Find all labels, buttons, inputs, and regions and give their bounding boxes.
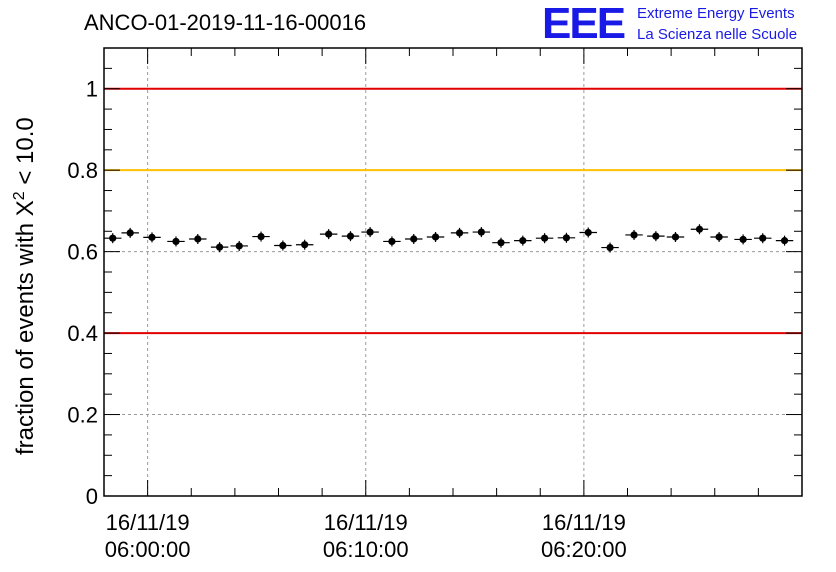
- data-point: [405, 234, 423, 245]
- reference-lines: [104, 87, 802, 335]
- data-point-marker: [630, 231, 638, 239]
- axes: 00.20.40.60.8116/11/1906:00:0016/11/1906…: [67, 47, 803, 562]
- data-point: [383, 236, 401, 247]
- y-tick-label: 0.4: [67, 321, 98, 346]
- data-point-marker: [431, 233, 440, 241]
- data-point: [775, 235, 794, 246]
- data-point-marker: [325, 230, 333, 238]
- data-point: [252, 231, 270, 242]
- data-point-marker: [780, 237, 789, 245]
- data-point: [754, 233, 772, 244]
- logo-line2: La Scienza nelle Scuole: [637, 26, 797, 43]
- data-point-marker: [497, 239, 505, 247]
- data-point-marker: [172, 237, 180, 246]
- data-point-marker: [652, 232, 660, 240]
- data-point: [601, 242, 619, 253]
- data-point: [167, 236, 185, 247]
- y-tick-label: 0: [86, 484, 98, 509]
- data-point-marker: [388, 237, 396, 246]
- data-point-marker: [410, 235, 418, 243]
- data-point-marker: [346, 232, 355, 240]
- data-point: [143, 232, 161, 243]
- data-point: [710, 231, 728, 242]
- data-point: [189, 234, 207, 245]
- data-point-marker: [194, 235, 202, 243]
- data-point: [121, 227, 139, 238]
- data-point-marker: [455, 229, 464, 237]
- data-point: [625, 229, 643, 240]
- data-point: [426, 231, 445, 242]
- data-point-marker: [301, 241, 309, 249]
- data-point: [535, 233, 554, 244]
- data-point-marker: [477, 228, 485, 236]
- y-tick-label: 0.6: [67, 240, 98, 265]
- data-point: [647, 231, 665, 242]
- grid: [104, 48, 802, 496]
- data-point-marker: [366, 228, 374, 236]
- y-tick-label: 0.8: [67, 158, 98, 183]
- logo-line1: Extreme Energy Events: [637, 5, 795, 22]
- data-point-marker: [216, 243, 224, 251]
- data-point: [295, 239, 314, 250]
- data-point-marker: [126, 229, 134, 237]
- data-point: [104, 233, 122, 244]
- data-point: [341, 231, 360, 242]
- data-point: [361, 227, 379, 238]
- data-point: [557, 232, 576, 243]
- data-point-marker: [715, 233, 723, 241]
- data-point-marker: [584, 228, 592, 237]
- x-tick-label-time: 06:00:00: [105, 537, 191, 562]
- data-point: [274, 240, 292, 251]
- eee-logo: EEE Extreme Energy Events La Scienza nel…: [542, 0, 797, 48]
- x-tick-label-date: 16/11/19: [106, 510, 190, 535]
- data-point-marker: [759, 234, 767, 242]
- data-point-marker: [562, 234, 571, 242]
- data-series: [104, 224, 794, 253]
- data-point: [210, 242, 229, 253]
- y-axis-label: fraction of events with X2 < 10.0: [11, 117, 39, 455]
- data-point: [514, 235, 532, 246]
- data-point-marker: [109, 234, 117, 242]
- y-tick-label: 1: [86, 77, 98, 102]
- data-point-marker: [148, 233, 156, 241]
- data-point-marker: [606, 243, 614, 252]
- data-point: [319, 229, 338, 240]
- data-point: [230, 240, 248, 251]
- y-tick-label: 0.2: [67, 403, 98, 428]
- data-point: [579, 227, 597, 238]
- data-point-marker: [739, 235, 747, 244]
- x-tick-label-time: 06:20:00: [541, 537, 627, 562]
- x-tick-label-date: 16/11/19: [542, 510, 626, 535]
- plot-frame: [103, 47, 803, 497]
- data-point: [734, 234, 752, 245]
- data-point: [472, 227, 491, 238]
- data-point: [666, 231, 685, 242]
- data-point-marker: [519, 237, 527, 245]
- x-tick-label-date: 16/11/19: [324, 510, 408, 535]
- chart-title: ANCO-01-2019-11-16-00016: [84, 10, 366, 35]
- data-point-marker: [257, 232, 265, 241]
- data-point-marker: [695, 225, 704, 233]
- logo-letters: EEE: [542, 0, 625, 48]
- data-point-marker: [279, 241, 287, 250]
- data-point: [492, 237, 510, 248]
- data-point-marker: [541, 234, 549, 242]
- data-point-marker: [671, 233, 680, 241]
- x-tick-label-time: 06:10:00: [323, 537, 409, 562]
- data-point: [690, 224, 709, 235]
- data-point: [450, 227, 469, 238]
- data-point-marker: [235, 242, 243, 250]
